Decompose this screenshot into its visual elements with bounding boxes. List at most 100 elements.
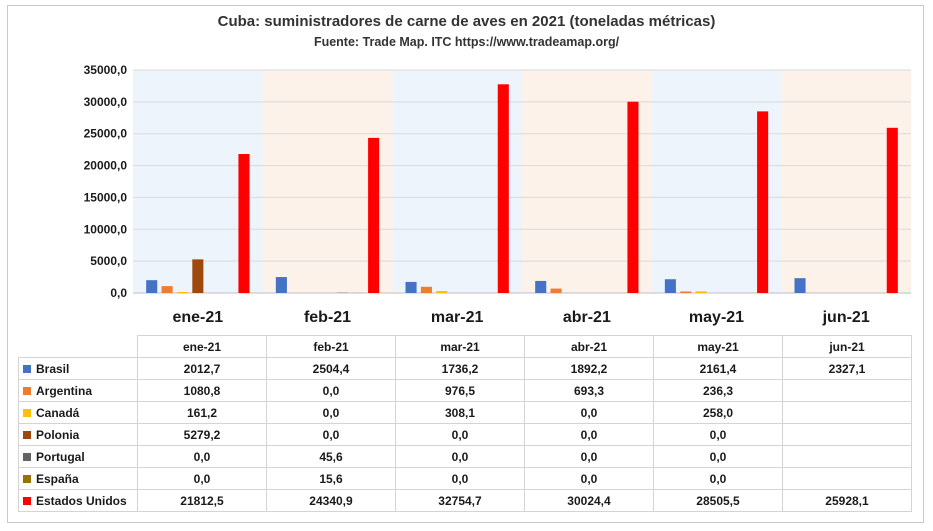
data-label-cell: 2504,4 (266, 357, 396, 380)
data-label-cell: 0,0 (524, 423, 654, 446)
table-row: Canadá 161,2 0,0 308,1 0,0 258,0 (18, 401, 912, 424)
x-category-label: feb-21 (304, 309, 351, 326)
data-label-cell: 236,3 (653, 379, 783, 402)
data-label-cell: 28505,5 (653, 489, 783, 512)
x-category-label: mar-21 (431, 309, 484, 326)
data-label-cell: 0,0 (266, 423, 396, 446)
data-table: ene-21 feb-21 mar-21 abr-21 may-21 jun-21 Bra… (18, 335, 912, 512)
table-row: España 0,0 15,6 0,0 0,0 0,0 (18, 467, 912, 490)
data-label-cell (782, 423, 912, 446)
data-label-cell: 308,1 (395, 401, 525, 424)
legend-swatch (23, 474, 31, 483)
data-label-cell: 161,2 (137, 401, 267, 424)
data-label-cell: 0,0 (653, 467, 783, 490)
legend-swatch (23, 408, 31, 417)
data-label-cell: 0,0 (524, 467, 654, 490)
data-label-cell: 45,6 (266, 445, 396, 468)
x-category-label: ene-21 (172, 309, 223, 326)
data-label-cell: 0,0 (524, 445, 654, 468)
x-category-label: jun-21 (822, 309, 870, 326)
series-name: Estados Unidos (36, 493, 127, 508)
bar-6-2 (497, 84, 509, 293)
bar-6-5 (886, 127, 898, 293)
table-corner (18, 335, 138, 358)
x-category-label: abr-21 (563, 309, 611, 326)
series-legend-cell: España (18, 467, 138, 490)
data-label-cell: 693,3 (524, 379, 654, 402)
y-tick-label: 35000,0 (84, 63, 128, 77)
data-label-cell: 15,6 (266, 467, 396, 490)
bar-0-1 (275, 277, 287, 293)
bar-0-4 (664, 279, 676, 293)
x-category-label: may-21 (689, 309, 744, 326)
legend-swatch (23, 496, 31, 505)
bar-2-0 (176, 291, 188, 293)
series-name: Portugal (36, 449, 85, 464)
data-label-cell (782, 379, 912, 402)
bar-6-4 (757, 111, 769, 293)
table-column-header: mar-21 (395, 335, 525, 358)
series-name: España (36, 471, 79, 486)
series-legend-cell: Portugal (18, 445, 138, 468)
bar-2-4 (695, 291, 707, 293)
bar-6-0 (238, 154, 250, 293)
bar-1-3 (550, 288, 562, 293)
data-label-cell (782, 467, 912, 490)
bar-0-0 (146, 280, 158, 293)
data-label-cell: 2012,7 (137, 357, 267, 380)
data-label-cell: 1736,2 (395, 357, 525, 380)
series-legend-cell: Brasil (18, 357, 138, 380)
table-column-header: ene-21 (137, 335, 267, 358)
data-label-cell: 32754,7 (395, 489, 525, 512)
table-row: Argentina 1080,8 0,0 976,5 693,3 236,3 (18, 379, 912, 402)
bar-0-3 (535, 280, 547, 293)
bar-0-2 (405, 281, 417, 293)
table-body: Brasil 2012,7 2504,4 1736,2 1892,2 2161,4 2327… (18, 357, 912, 512)
legend-swatch (23, 452, 31, 461)
data-label-cell: 1080,8 (137, 379, 267, 402)
series-legend-cell: Polonia (18, 423, 138, 446)
data-label-cell: 0,0 (395, 445, 525, 468)
bar-1-0 (161, 286, 173, 293)
bar-chart: 0,0 5000,0 10000,0 15000,0 20000,0 25000,0 300… (84, 63, 911, 326)
data-label-cell: 0,0 (524, 401, 654, 424)
table-row: Polonia 5279,2 0,0 0,0 0,0 0,0 (18, 423, 912, 446)
y-tick-label: 15000,0 (84, 190, 128, 204)
table-column-header: feb-21 (266, 335, 396, 358)
series-legend-cell: Estados Unidos (18, 489, 138, 512)
legend-swatch (23, 386, 31, 395)
legend-swatch (23, 430, 31, 439)
data-label-cell: 0,0 (137, 445, 267, 468)
chart-title: Cuba: suministradores de carne de aves e… (217, 13, 716, 30)
data-label-cell: 0,0 (266, 401, 396, 424)
series-name: Argentina (36, 383, 93, 398)
chart-subtitle: Fuente: Trade Map. ITC https://www.trade… (313, 35, 620, 49)
series-legend-cell: Argentina (18, 379, 138, 402)
data-label-cell: 0,0 (395, 423, 525, 446)
series-legend-cell: Canadá (18, 401, 138, 424)
data-label-cell: 0,0 (653, 423, 783, 446)
y-tick-label: 0,0 (110, 286, 127, 300)
data-label-cell: 1892,2 (524, 357, 654, 380)
table-header-row: ene-21 feb-21 mar-21 abr-21 may-21 jun-21 (18, 335, 912, 358)
data-label-cell: 30024,4 (524, 489, 654, 512)
data-label-cell: 0,0 (266, 379, 396, 402)
series-name: Brasil (36, 361, 70, 376)
bar-1-4 (680, 291, 692, 293)
data-label-cell: 5279,2 (137, 423, 267, 446)
data-label-cell: 2161,4 (653, 357, 783, 380)
table-row: Portugal 0,0 45,6 0,0 0,0 0,0 (18, 445, 912, 468)
y-tick-label: 20000,0 (84, 159, 128, 173)
legend-swatch (23, 364, 31, 373)
data-label-cell (782, 401, 912, 424)
bar-2-2 (436, 291, 448, 293)
table-column-header: may-21 (653, 335, 783, 358)
table-row: Estados Unidos 21812,5 24340,9 32754,7 30024… (18, 489, 912, 512)
data-label-cell: 25928,1 (782, 489, 912, 512)
bar-6-3 (627, 101, 639, 293)
y-tick-label: 30000,0 (84, 95, 128, 109)
table-column-header: abr-21 (524, 335, 654, 358)
data-label-cell: 2327,1 (782, 357, 912, 380)
data-label-cell: 21812,5 (137, 489, 267, 512)
data-label-cell (782, 445, 912, 468)
